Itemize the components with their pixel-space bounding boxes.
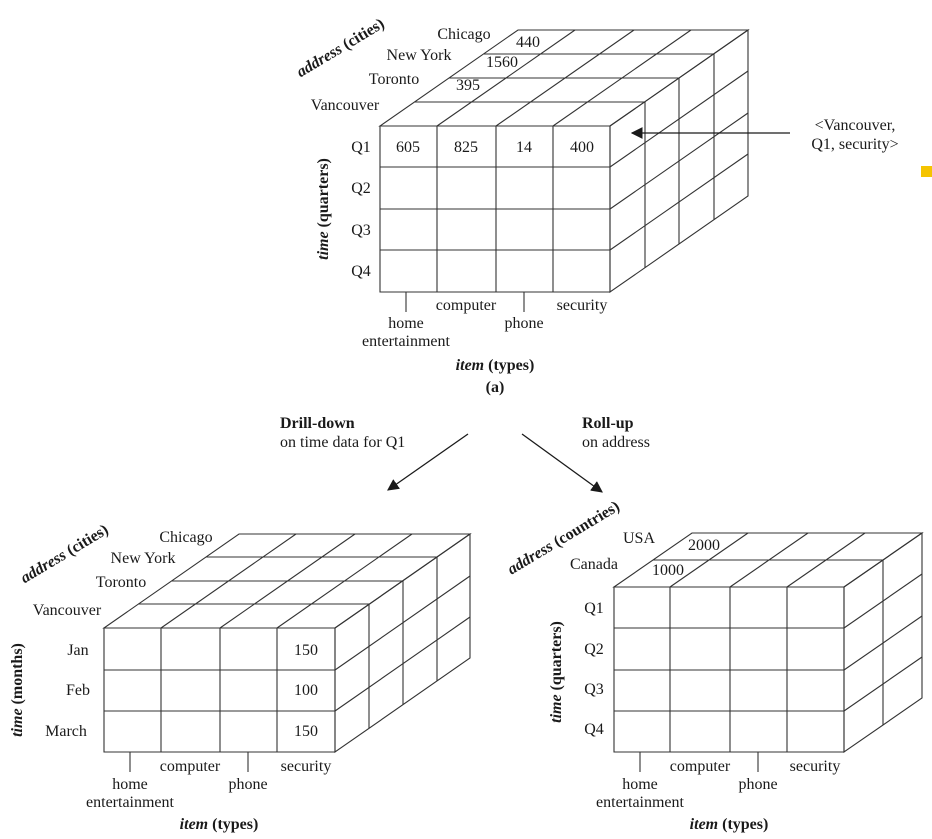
roll-up-title: Roll-up [582,415,634,432]
cube-b-month-jan: Jan [67,642,88,659]
cube-c-quarter-q3: Q3 [584,681,604,698]
cube-b-month-feb: Feb [66,682,90,699]
cube-a-value-new-york: 1560 [486,54,518,71]
cube-a-q1-security-value: 400 [570,139,594,156]
cube-c-quarter-q1: Q1 [584,600,604,617]
cube-b-item-home: home [112,776,148,793]
cube-a-value-toronto: 395 [456,77,480,94]
cube-b-city-new-york: New York [111,550,176,567]
cube-a-item-computer: computer [436,297,497,314]
cube-c-quarter-q4: Q4 [584,721,604,738]
cube-b-item-security: security [281,758,332,775]
cube-b-city-toronto: Toronto [96,574,146,591]
cube-c-item-home: home [622,776,658,793]
cube-b-city-chicago: Chicago [159,529,212,546]
drill-down-arrow [387,433,469,491]
cube-b [102,532,472,772]
cube-c-item-security: security [790,758,841,775]
cube-b-item-computer: computer [160,758,221,775]
cube-a-top-face [378,29,750,127]
drill-down-description: on time data for Q1 [280,434,405,451]
cube-c-time-axis-label: time (quarters) [548,621,565,723]
cube-a-item-axis-label: item (types) [456,357,535,374]
yellow-marker [921,166,932,177]
cube-b-item-axis-label: item (types) [180,816,259,833]
cube-c-item-phone: phone [738,776,777,793]
cube-b-side-face [334,532,471,754]
cube-a-item-home: home [388,315,424,332]
cube-a-quarter-q3: Q3 [351,222,371,239]
cube-b-time-axis-label: time (months) [9,643,26,737]
cube-b-city-vancouver: Vancouver [33,602,102,619]
roll-up-description: on address [582,434,650,451]
cube-c-value-canada: 1000 [652,562,684,579]
cube-c-item-entertainment: entertainment [596,794,685,811]
cube-a-q1-home-value: 605 [396,139,420,156]
cube-a-item-security: security [557,297,608,314]
cube-a-annotation-line1: <Vancouver, [815,117,896,134]
cube-c-country-canada: Canada [570,556,618,573]
cube-b-month-march: March [45,723,87,740]
cube-a-q1-computer-value: 825 [454,139,478,156]
cube-a-item-phone: phone [504,315,543,332]
cube-a-city-chicago: Chicago [437,26,490,43]
cube-b-top-face [102,533,472,629]
cube-b-jan-security-value: 150 [294,642,318,659]
cube-a-q1-phone-value: 14 [516,139,532,156]
cube-c-item-computer: computer [670,758,731,775]
roll-up-arrow [521,433,603,493]
cube-c-quarter-q2: Q2 [584,641,604,658]
cube-a-quarter-q2: Q2 [351,180,371,197]
cube-c-front-face [613,586,845,753]
cube-c-value-usa: 2000 [688,537,720,554]
cube-a-city-new-york: New York [387,47,452,64]
cube-a-city-toronto: Toronto [369,71,419,88]
cube-c-country-usa: USA [623,530,655,547]
cube-a [378,28,750,312]
cube-a-quarter-q1: Q1 [351,139,371,156]
cube-b-march-security-value: 150 [294,723,318,740]
cube-c [612,531,924,772]
cube-c-item-axis-label: item (types) [690,816,769,833]
drill-down-title: Drill-down [280,415,355,432]
cube-a-item-entertainment: entertainment [362,333,451,350]
cube-a-side-face [609,28,749,294]
cube-a-city-vancouver: Vancouver [311,97,380,114]
cube-c-side-face [843,531,923,754]
cube-a-caption: (a) [486,379,505,396]
cube-a-time-axis-label: time (quarters) [315,158,332,260]
cube-b-item-phone: phone [228,776,267,793]
cube-a-value-chicago: 440 [516,34,540,51]
cube-b-feb-security-value: 100 [294,682,318,699]
cube-b-item-entertainment: entertainment [86,794,175,811]
cube-a-quarter-q4: Q4 [351,263,371,280]
cube-a-annotation-line2: Q1, security> [811,136,898,153]
